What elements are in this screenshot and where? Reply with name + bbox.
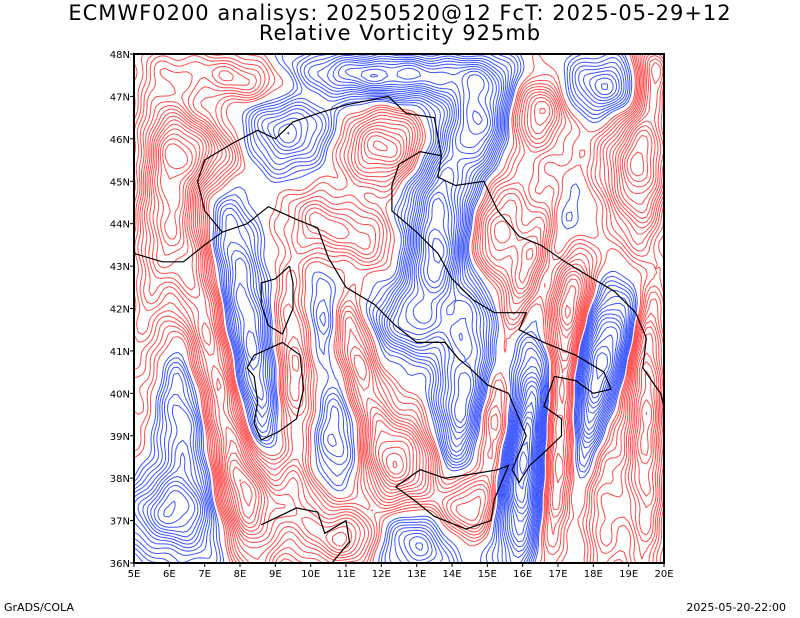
negative-vorticity-contour: [163, 73, 612, 518]
vorticity-contours: [134, 54, 664, 563]
positive-vorticity-contour: [134, 54, 642, 563]
positive-vorticity-contour: [159, 133, 645, 507]
lon-tick-label: 19E: [619, 569, 638, 580]
negative-vorticity-contour: [157, 67, 614, 525]
lat-tick-label: 46N: [110, 135, 130, 146]
italy-coastline: [222, 150, 612, 484]
positive-vorticity-contour: [156, 128, 649, 519]
positive-vorticity-contour: [134, 54, 664, 563]
latitude-labels: 36N 37N 38N 39N 40N 41N 42N 43N 44N 45N 46N 47N 48N: [110, 50, 130, 570]
lat-tick-label: 39N: [110, 432, 130, 443]
lat-tick-label: 36N: [110, 559, 130, 570]
negative-vorticity-contour: [137, 55, 626, 559]
lon-tick-label: 12E: [372, 569, 391, 580]
negative-vorticity-contour: [150, 62, 621, 543]
lon-tick-label: 13E: [407, 569, 426, 580]
negative-vorticity-contour: [134, 54, 629, 563]
lat-tick-label: 37N: [110, 517, 130, 528]
lon-tick-label: 5E: [128, 569, 141, 580]
footer-credit: GrADS/COLA: [4, 601, 74, 614]
negative-vorticity-contour: [153, 64, 619, 536]
positive-vorticity-contour: [154, 123, 653, 525]
lon-tick-label: 16E: [513, 569, 532, 580]
lat-tick-label: 41N: [110, 347, 130, 358]
lat-tick-label: 47N: [110, 92, 130, 103]
positive-vorticity-contour: [146, 58, 664, 547]
lon-tick-label: 15E: [478, 569, 497, 580]
alps-border: [196, 95, 442, 233]
negative-vorticity-contour: [432, 237, 530, 490]
lon-tick-label: 10E: [301, 569, 320, 580]
positive-vorticity-contour: [152, 119, 656, 529]
positive-vorticity-contour: [164, 143, 189, 170]
positive-vorticity-contour: [134, 54, 664, 563]
lon-tick-label: 9E: [269, 569, 282, 580]
negative-vorticity-contour: [134, 54, 631, 563]
lon-tick-label: 6E: [163, 569, 176, 580]
positive-vorticity-contour: [137, 54, 664, 560]
tunisia-coastline: [260, 507, 351, 563]
negative-vorticity-contour: [146, 60, 623, 548]
coastlines: [134, 95, 664, 563]
lat-tick-label: 48N: [110, 50, 130, 61]
negative-vorticity-contour: [423, 110, 609, 510]
negative-vorticity-contour: [142, 58, 625, 553]
positive-vorticity-contour: [141, 54, 664, 554]
sicily-coastline: [395, 464, 510, 530]
lat-tick-label: 44N: [110, 220, 130, 231]
lon-tick-label: 17E: [548, 569, 567, 580]
positive-vorticity-contour: [143, 55, 664, 551]
lon-tick-label: 14E: [442, 569, 461, 580]
title-line-2: Relative Vorticity 925mb: [258, 21, 542, 45]
positive-vorticity-contour: [149, 62, 662, 532]
positive-vorticity-contour: [134, 54, 664, 563]
footer-timestamp: 2025-05-20-22:00: [686, 601, 786, 614]
positive-vorticity-contour: [134, 54, 664, 563]
positive-vorticity-contour: [134, 54, 664, 563]
negative-vorticity-contour: [426, 228, 532, 504]
lat-tick-label: 40N: [110, 389, 130, 400]
negative-vorticity-contour: [519, 451, 528, 475]
lat-tick-label: 45N: [110, 177, 130, 188]
france-coastline: [134, 231, 223, 263]
axis-ticks: [130, 53, 665, 567]
title-line-1: ECMWF0200 analisys: 20250520@12 FcT: 202…: [68, 1, 732, 25]
corsica-coastline: [260, 265, 294, 335]
lon-tick-label: 11E: [336, 569, 355, 580]
lon-tick-label: 7E: [198, 569, 211, 580]
longitude-labels: 5E 6E 7E 8E 9E 10E 11E 12E 13E 14E 15E 16E 17E 18E 19E…: [128, 569, 674, 580]
positive-vorticity-contour: [134, 54, 664, 563]
lon-tick-label: 18E: [584, 569, 603, 580]
positive-vorticity-contour: [162, 138, 193, 180]
sardinia-coastline: [246, 341, 305, 441]
lon-tick-label: 8E: [234, 569, 247, 580]
lon-tick-label: 20E: [654, 569, 673, 580]
negative-vorticity-contour: [134, 54, 638, 563]
lat-tick-label: 38N: [110, 474, 130, 485]
lat-tick-label: 42N: [110, 305, 130, 316]
lat-tick-label: 43N: [110, 262, 130, 273]
negative-vorticity-contour: [134, 54, 637, 563]
adriatic-east-coastline: [437, 155, 664, 407]
